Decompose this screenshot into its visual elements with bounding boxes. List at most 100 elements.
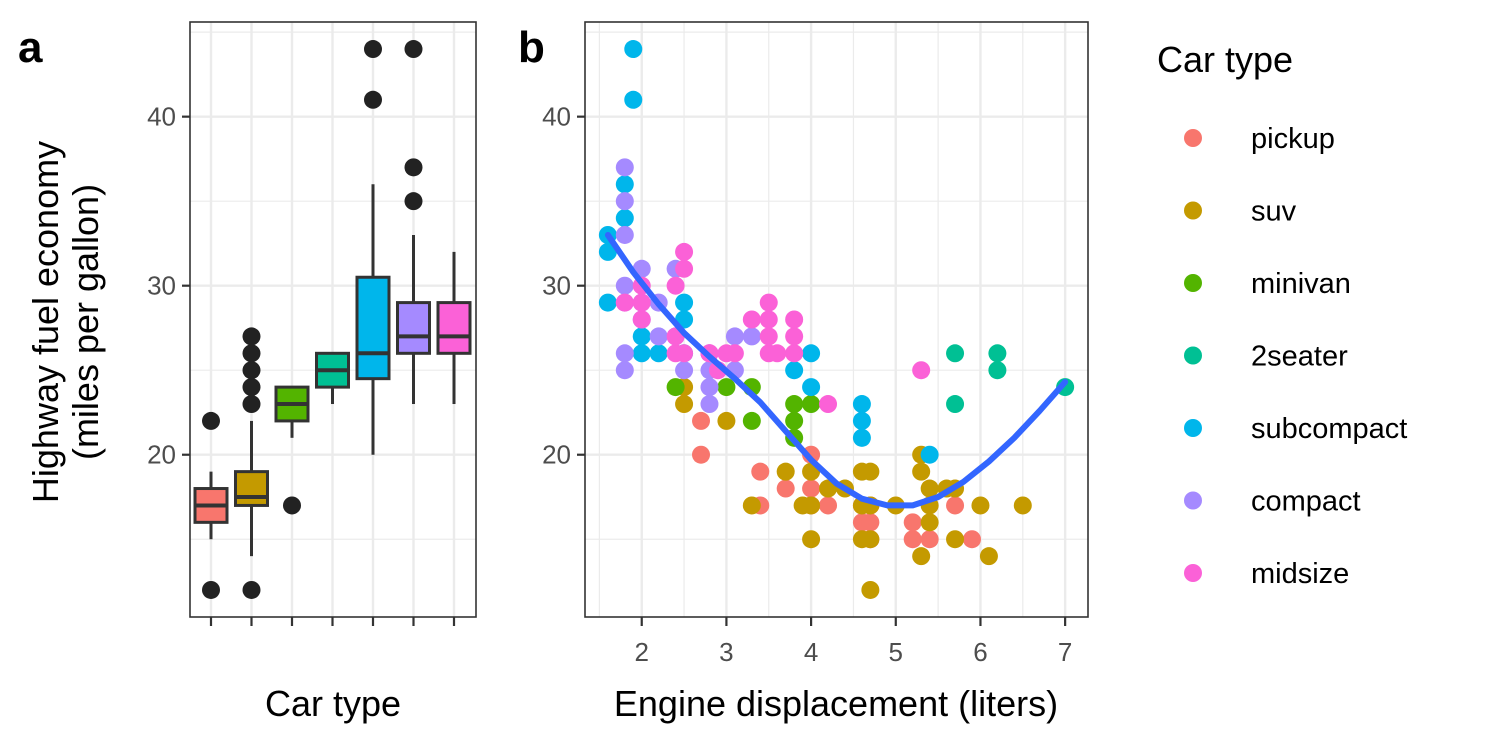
box-midsize bbox=[436, 251, 472, 405]
point-suv bbox=[1013, 496, 1032, 515]
box-outlier bbox=[242, 361, 261, 380]
panel-b-x-tick-label: 6 bbox=[973, 637, 987, 667]
box-2seater bbox=[315, 351, 350, 405]
point-minivan bbox=[666, 378, 685, 397]
point-midsize bbox=[615, 293, 634, 312]
point-subcompact bbox=[632, 344, 651, 363]
point-compact bbox=[615, 225, 634, 244]
box-outlier bbox=[283, 496, 301, 515]
point-pickup bbox=[962, 530, 981, 549]
panel-b-ticks: 20 30 40 2 3 4 5 6 7 bbox=[542, 102, 1072, 667]
point-midsize bbox=[785, 327, 804, 346]
point-compact bbox=[615, 158, 634, 177]
point-midsize bbox=[675, 259, 694, 278]
point-midsize bbox=[632, 293, 651, 312]
box-outlier bbox=[364, 40, 382, 59]
point-midsize bbox=[666, 276, 685, 295]
box-outlier bbox=[202, 411, 220, 430]
point-compact bbox=[700, 378, 719, 397]
point-subcompact bbox=[649, 344, 668, 363]
panel-b-x-tick-label: 2 bbox=[635, 637, 649, 667]
box-subcompact bbox=[355, 40, 391, 455]
legend: Car type pickup suv minivan 2seater subcompa… bbox=[1157, 39, 1407, 590]
point-compact bbox=[725, 327, 744, 346]
panel-b-border bbox=[584, 21, 1089, 618]
point-suv bbox=[979, 547, 998, 566]
point-suv bbox=[920, 479, 939, 498]
box-compact bbox=[396, 40, 431, 405]
legend-key-pickup bbox=[1184, 129, 1202, 147]
point-subcompact bbox=[598, 293, 617, 312]
point-midsize bbox=[785, 310, 804, 329]
point-2seater bbox=[988, 344, 1007, 363]
point-subcompact bbox=[615, 175, 634, 194]
point-subcompact bbox=[802, 378, 821, 397]
point-pickup bbox=[861, 513, 880, 532]
panel-a-x-axis-title: Car type bbox=[265, 683, 401, 724]
legend-key-suv bbox=[1184, 201, 1202, 220]
legend-label-pickup: pickup bbox=[1251, 123, 1335, 155]
point-pickup bbox=[751, 462, 770, 481]
box-outlier bbox=[242, 395, 261, 414]
box-outlier bbox=[364, 90, 382, 109]
point-subcompact bbox=[632, 327, 651, 346]
box-outlier bbox=[242, 580, 261, 599]
panel-a-y-axis-title-line1: Highway fuel economy bbox=[25, 141, 66, 503]
box-body bbox=[396, 301, 431, 355]
box-body bbox=[436, 301, 472, 355]
point-2seater bbox=[946, 344, 965, 363]
panel-a-y-tick-label: 30 bbox=[147, 271, 176, 301]
point-midsize bbox=[632, 310, 651, 329]
point-suv bbox=[971, 496, 990, 515]
point-suv bbox=[819, 479, 838, 498]
panel-b-x-tick-label: 4 bbox=[804, 637, 818, 667]
point-minivan bbox=[785, 395, 804, 414]
point-midsize bbox=[785, 344, 804, 363]
point-subcompact bbox=[785, 361, 804, 380]
point-suv bbox=[802, 496, 821, 515]
point-subcompact bbox=[615, 209, 634, 228]
point-suv bbox=[717, 411, 736, 430]
point-subcompact bbox=[598, 242, 617, 261]
panel-b-scatter: b 20 30 40 2 3 4 5 6 7 Engine displacement (lite… bbox=[518, 21, 1089, 724]
point-minivan bbox=[802, 395, 821, 414]
panel-a-y-axis-title-line2: (miles per gallon) bbox=[65, 184, 106, 460]
legend-key-minivan bbox=[1184, 274, 1202, 292]
point-minivan bbox=[742, 411, 761, 430]
legend-label-compact: compact bbox=[1251, 486, 1361, 518]
point-subcompact bbox=[802, 344, 821, 363]
point-2seater bbox=[988, 361, 1007, 380]
point-suv bbox=[912, 462, 931, 481]
panel-a-grid bbox=[190, 22, 476, 617]
panel-a-y-tick-label: 20 bbox=[147, 440, 176, 470]
legend-label-2seater: 2seater bbox=[1251, 341, 1348, 373]
point-suv bbox=[861, 530, 880, 549]
point-midsize bbox=[742, 310, 761, 329]
point-suv bbox=[861, 580, 880, 599]
box-outlier bbox=[242, 327, 261, 346]
point-suv bbox=[912, 547, 931, 566]
point-suv bbox=[675, 395, 694, 414]
panel-b-y-tick-label: 20 bbox=[542, 440, 571, 470]
point-minivan bbox=[785, 411, 804, 430]
box-outlier bbox=[404, 192, 423, 211]
point-compact bbox=[615, 361, 634, 380]
point-subcompact bbox=[624, 90, 643, 109]
point-midsize bbox=[675, 344, 694, 363]
point-subcompact bbox=[852, 428, 871, 447]
point-pickup bbox=[802, 479, 821, 498]
point-compact bbox=[615, 276, 634, 295]
legend-key-midsize bbox=[1184, 564, 1202, 582]
panel-b-x-tick-label: 5 bbox=[889, 637, 903, 667]
point-midsize bbox=[759, 293, 778, 312]
panel-b-y-tick-label: 30 bbox=[542, 271, 571, 301]
point-minivan bbox=[717, 378, 736, 397]
point-pickup bbox=[819, 496, 838, 515]
panel-a-border bbox=[189, 21, 477, 618]
panel-a-boxplot: a Highway fuel economy (miles per gallon… bbox=[18, 21, 477, 724]
point-subcompact bbox=[624, 40, 643, 59]
point-suv bbox=[861, 462, 880, 481]
panel-b-x-axis-title: Engine displacement (liters) bbox=[614, 683, 1058, 724]
legend-title: Car type bbox=[1157, 39, 1293, 80]
